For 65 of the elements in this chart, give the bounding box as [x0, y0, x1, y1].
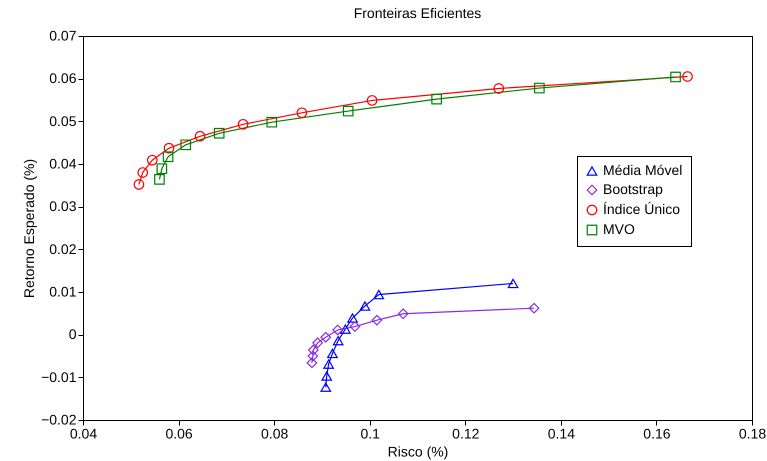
point	[308, 350, 318, 362]
point	[493, 83, 504, 94]
point	[320, 382, 332, 392]
point	[360, 301, 370, 311]
point	[162, 151, 174, 162]
legend-label: Bootstrap	[603, 181, 664, 197]
point	[534, 82, 545, 94]
point	[156, 163, 168, 174]
point	[398, 308, 409, 320]
point	[312, 337, 323, 348]
point	[323, 359, 334, 369]
y-tick-label: 0.06	[49, 70, 77, 86]
x-tick-label: 0.14	[548, 426, 576, 442]
chart-title: Fronteiras Eficientes	[354, 5, 482, 21]
point	[146, 154, 158, 166]
point	[306, 357, 318, 368]
point	[154, 174, 165, 185]
x-axis-title: Risco (%)	[388, 444, 448, 460]
point	[308, 344, 319, 356]
point	[670, 72, 681, 82]
x-tick-label: 0.06	[165, 426, 193, 442]
y-tick-label: 0.05	[49, 112, 77, 129]
point	[194, 130, 206, 142]
legend-label: MVO	[603, 221, 635, 237]
point	[296, 107, 308, 118]
y-tick-label: −0.01	[41, 368, 77, 385]
point	[180, 139, 192, 150]
point	[266, 116, 278, 128]
y-tick-label: 0.04	[49, 156, 77, 172]
point	[340, 324, 351, 334]
y-tick-label: 0.01	[49, 284, 77, 300]
x-tick-label: 0.12	[452, 426, 480, 442]
y-tick-label: 0.02	[49, 240, 77, 257]
point	[350, 321, 360, 332]
point	[508, 278, 518, 288]
point	[320, 332, 332, 343]
point	[332, 324, 344, 336]
y-tick-label: 0.03	[49, 198, 77, 214]
point	[238, 118, 248, 130]
point	[372, 314, 382, 326]
point	[342, 106, 354, 116]
point	[321, 371, 332, 381]
y-axis-title: Retorno Esperado (%)	[21, 158, 38, 298]
x-tick-label: 0.08	[261, 426, 288, 442]
x-tick-label: 0.04	[70, 426, 98, 442]
point	[137, 167, 148, 178]
legend-label: Índice Único	[603, 201, 680, 217]
point	[332, 336, 344, 346]
y-tick-label: 0.07	[49, 28, 77, 44]
point	[528, 302, 540, 314]
x-tick-label: 0.1	[360, 426, 380, 442]
point	[347, 313, 358, 323]
point	[682, 71, 693, 82]
point	[327, 348, 338, 358]
x-tick-label: 0.16	[643, 426, 671, 442]
legend-label: Média Móvel	[603, 162, 682, 178]
point	[164, 142, 174, 154]
point	[431, 94, 442, 104]
point	[373, 290, 384, 300]
point	[134, 179, 144, 190]
x-tick-label: 0.18	[738, 426, 766, 442]
y-tick-label: 0	[68, 326, 77, 342]
y-tick-label: −0.02	[41, 412, 77, 428]
point	[366, 95, 378, 106]
point	[214, 128, 225, 139]
